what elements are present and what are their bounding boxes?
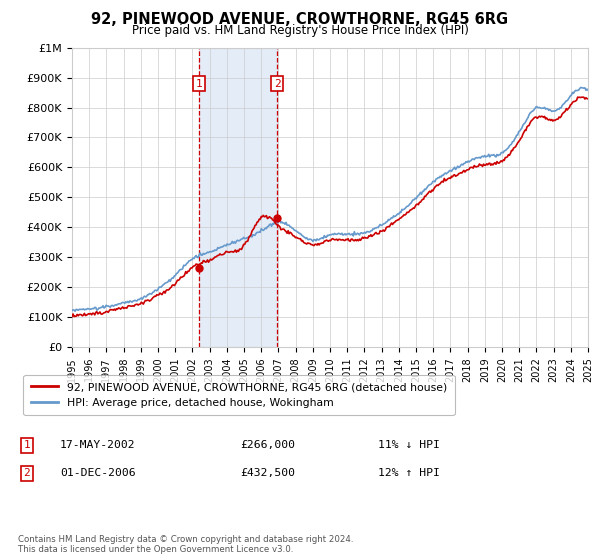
Text: 1: 1 <box>23 440 31 450</box>
Legend: 92, PINEWOOD AVENUE, CROWTHORNE, RG45 6RG (detached house), HPI: Average price, : 92, PINEWOOD AVENUE, CROWTHORNE, RG45 6R… <box>23 375 455 415</box>
Text: £432,500: £432,500 <box>240 468 295 478</box>
Text: 2: 2 <box>274 78 280 88</box>
Text: 92, PINEWOOD AVENUE, CROWTHORNE, RG45 6RG: 92, PINEWOOD AVENUE, CROWTHORNE, RG45 6R… <box>91 12 509 27</box>
Text: 1: 1 <box>196 78 202 88</box>
Text: 2: 2 <box>23 468 31 478</box>
Text: 01-DEC-2006: 01-DEC-2006 <box>60 468 136 478</box>
Bar <box>199 48 277 347</box>
Text: Contains HM Land Registry data © Crown copyright and database right 2024.
This d: Contains HM Land Registry data © Crown c… <box>18 535 353 554</box>
Text: 17-MAY-2002: 17-MAY-2002 <box>60 440 136 450</box>
Text: 11% ↓ HPI: 11% ↓ HPI <box>378 440 440 450</box>
Text: £266,000: £266,000 <box>240 440 295 450</box>
Text: 12% ↑ HPI: 12% ↑ HPI <box>378 468 440 478</box>
Text: Price paid vs. HM Land Registry's House Price Index (HPI): Price paid vs. HM Land Registry's House … <box>131 24 469 36</box>
